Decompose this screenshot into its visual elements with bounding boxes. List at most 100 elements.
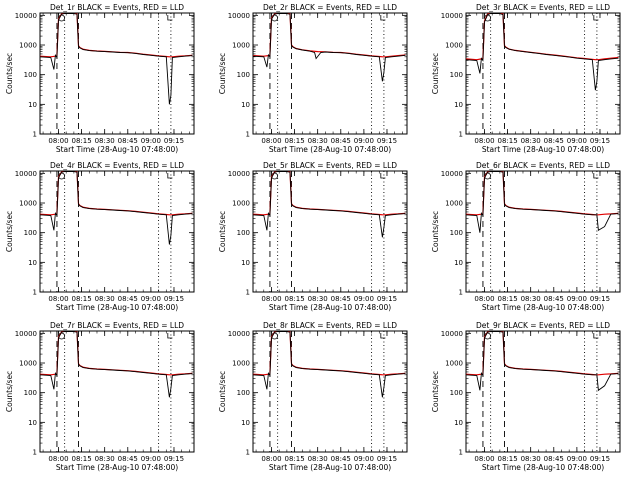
y-tick-label: 100: [237, 229, 250, 237]
y-tick-label: 1000: [19, 200, 37, 208]
y-tick-label: 10: [28, 101, 37, 109]
y-tick-label: 10: [241, 419, 250, 427]
y-tick-label: 1: [246, 131, 250, 139]
y-tick-label: 1: [246, 289, 250, 297]
x-tick-label: 09:15: [377, 455, 397, 463]
x-tick-label: 08:30: [308, 455, 328, 463]
panel-2: Det_2r BLACK = Events, RED = LLD 1 10 100 10…: [218, 3, 408, 154]
y-axis-label: Counts/sec: [218, 211, 227, 252]
series-line-events: [466, 13, 619, 91]
y-tick-label: 10000: [15, 170, 37, 178]
x-tick-label: 09:15: [164, 137, 184, 145]
x-tick-label: 08:15: [71, 137, 91, 145]
x-tick-label: 08:15: [284, 295, 304, 303]
panel-5: Det_5r BLACK = Events, RED = LLD 1 10 100 10…: [218, 161, 408, 312]
y-axis-label: Counts/sec: [431, 211, 440, 252]
x-tick-label: 08:45: [118, 137, 138, 145]
panel-title: Det_9r BLACK = Events, RED = LLD: [476, 321, 610, 330]
x-tick-label: 09:15: [590, 455, 610, 463]
y-tick-label: 1: [33, 449, 37, 457]
x-tick-label: 08:00: [474, 295, 494, 303]
plot-frame: [39, 170, 195, 293]
y-axis-label: Counts/sec: [218, 371, 227, 412]
y-tick-label: 1: [33, 131, 37, 139]
y-tick-label: 100: [450, 389, 463, 397]
state-marker: [593, 333, 599, 339]
y-tick-label: 100: [24, 229, 37, 237]
x-tick-label: 09:00: [567, 295, 587, 303]
x-tick-label: 08:30: [95, 137, 115, 145]
x-tick-label: 09:00: [567, 137, 587, 145]
y-tick-label: 10: [28, 419, 37, 427]
y-tick-label: 10000: [15, 12, 37, 20]
y-axis-label: Counts/sec: [431, 53, 440, 94]
x-axis-label: Start Time (28-Aug-10 07:48:00): [269, 463, 391, 472]
series-line-events: [253, 331, 406, 398]
x-tick-label: 08:15: [284, 455, 304, 463]
x-tick-label: 08:45: [544, 455, 564, 463]
x-tick-label: 09:00: [141, 455, 161, 463]
x-tick-label: 09:00: [567, 455, 587, 463]
plot-frame: [252, 12, 408, 135]
x-tick-label: 08:30: [308, 137, 328, 145]
plot-frame: [252, 330, 408, 453]
y-tick-label: 1000: [445, 42, 463, 50]
y-tick-label: 10000: [228, 12, 250, 20]
x-tick-label: 08:15: [497, 455, 517, 463]
y-tick-label: 100: [450, 71, 463, 79]
panel-9: Det_9r BLACK = Events, RED = LLD 1 10 100 10…: [431, 321, 621, 472]
panel-6: Det_6r BLACK = Events, RED = LLD 1 10 100 10…: [431, 161, 621, 312]
x-tick-label: 09:00: [354, 295, 374, 303]
state-marker: [593, 173, 599, 179]
y-tick-label: 1000: [232, 200, 250, 208]
y-tick-label: 100: [237, 389, 250, 397]
x-tick-label: 08:30: [95, 295, 115, 303]
x-axis-label: Start Time (28-Aug-10 07:48:00): [482, 303, 604, 312]
y-tick-label: 10: [241, 101, 250, 109]
series-line-events: [40, 13, 193, 105]
x-tick-label: 09:00: [141, 295, 161, 303]
x-tick-label: 08:45: [118, 295, 138, 303]
plot-frame: [39, 12, 195, 135]
x-tick-label: 09:15: [164, 295, 184, 303]
x-tick-label: 08:00: [48, 295, 68, 303]
y-tick-label: 10: [241, 259, 250, 267]
x-tick-label: 08:45: [331, 295, 351, 303]
state-marker: [380, 333, 386, 339]
x-axis-label: Start Time (28-Aug-10 07:48:00): [482, 463, 604, 472]
y-tick-label: 10: [454, 419, 463, 427]
y-tick-label: 10000: [15, 330, 37, 338]
x-tick-label: 08:45: [544, 295, 564, 303]
series-line-events: [253, 13, 406, 82]
x-tick-label: 09:00: [354, 455, 374, 463]
y-tick-label: 10000: [441, 170, 463, 178]
x-tick-label: 08:00: [261, 137, 281, 145]
x-tick-label: 08:15: [71, 295, 91, 303]
y-tick-label: 1: [33, 289, 37, 297]
x-tick-label: 08:45: [118, 455, 138, 463]
plot-frame: [465, 12, 621, 135]
y-tick-label: 1000: [445, 200, 463, 208]
x-tick-label: 09:00: [141, 137, 161, 145]
panel-4: Det_4r BLACK = Events, RED = LLD 1 10 100 10…: [5, 161, 195, 312]
x-tick-label: 09:15: [590, 137, 610, 145]
x-tick-label: 08:00: [48, 455, 68, 463]
series-line-events: [40, 171, 193, 245]
x-axis-label: Start Time (28-Aug-10 07:48:00): [269, 303, 391, 312]
x-axis-label: Start Time (28-Aug-10 07:48:00): [56, 463, 178, 472]
x-tick-label: 08:15: [497, 295, 517, 303]
x-tick-label: 08:45: [331, 455, 351, 463]
y-tick-label: 1: [459, 449, 463, 457]
plot-frame: [252, 170, 408, 293]
x-tick-label: 08:30: [308, 295, 328, 303]
x-tick-label: 08:30: [521, 295, 541, 303]
x-tick-label: 08:15: [497, 137, 517, 145]
y-tick-label: 1000: [19, 42, 37, 50]
y-tick-label: 1000: [232, 360, 250, 368]
x-axis-label: Start Time (28-Aug-10 07:48:00): [56, 303, 178, 312]
panel-title: Det_7r BLACK = Events, RED = LLD: [50, 321, 184, 330]
y-axis-label: Counts/sec: [5, 371, 14, 412]
x-axis-label: Start Time (28-Aug-10 07:48:00): [482, 145, 604, 154]
x-axis-label: Start Time (28-Aug-10 07:48:00): [56, 145, 178, 154]
